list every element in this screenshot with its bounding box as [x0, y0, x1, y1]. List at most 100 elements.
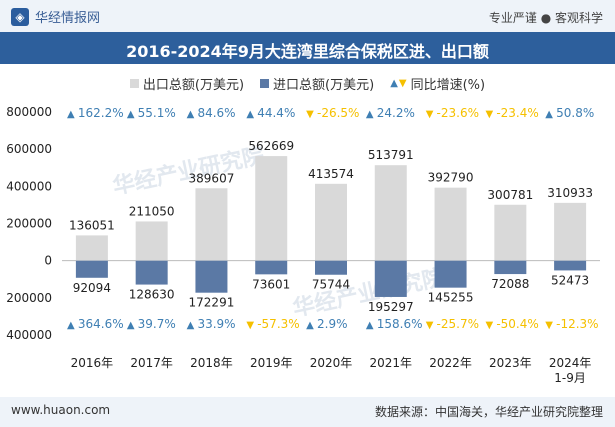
- legend-growth-icon: ▲ ▼: [390, 78, 407, 89]
- import-bar: [255, 260, 288, 275]
- export-value-label: 392790: [428, 171, 474, 185]
- y-tick-label: 400000: [6, 328, 52, 342]
- import-growth-arrow-icon: ▲: [366, 320, 374, 331]
- x-tick-label: 2019年: [250, 356, 293, 370]
- export-bar: [255, 156, 288, 261]
- import-growth-label: -50.4%: [496, 317, 538, 331]
- export-bar: [195, 188, 228, 261]
- export-bar: [554, 202, 587, 261]
- export-bar: [374, 165, 407, 261]
- legend-export: 出口总额(万美元): [129, 74, 245, 93]
- export-growth-label: -23.4%: [496, 106, 538, 120]
- export-growth-arrow-icon: ▲: [67, 109, 75, 120]
- export-growth-label: -23.6%: [437, 106, 479, 120]
- export-growth-label: 24.2%: [377, 106, 415, 120]
- x-tick-label: 1-9月: [554, 371, 586, 385]
- legend-growth: ▲ ▼ 同比增速(%): [390, 74, 485, 93]
- import-bar: [75, 260, 108, 278]
- y-tick-label: 200000: [6, 291, 52, 305]
- export-growth-arrow-icon: ▼: [426, 109, 434, 120]
- top-bar: ◈ 华经情报网 专业严谨 ● 客观科学: [0, 0, 615, 32]
- export-value-label: 413574: [308, 167, 354, 181]
- export-value-label: 136051: [69, 218, 115, 232]
- x-tick-label: 2024年: [549, 356, 592, 370]
- export-bar: [75, 235, 108, 261]
- import-bar: [135, 260, 168, 285]
- import-growth-arrow-icon: ▼: [246, 320, 254, 331]
- export-growth-label: 44.4%: [257, 106, 295, 120]
- export-growth-label: -26.5%: [317, 106, 359, 120]
- import-growth-arrow-icon: ▼: [485, 320, 493, 331]
- title-bar: 2016-2024年9月大连湾里综合保税区进、出口额: [0, 32, 615, 64]
- legend-import: 进口总额(万美元): [260, 74, 374, 93]
- tagline: 专业严谨 ● 客观科学: [488, 11, 603, 25]
- export-growth-label: 50.8%: [556, 106, 594, 120]
- import-value-label: 75744: [312, 278, 350, 292]
- x-tick-label: 2018年: [190, 356, 233, 370]
- legend-import-label: 进口总额(万美元): [273, 78, 375, 93]
- legend-export-label: 出口总额(万美元): [142, 78, 245, 93]
- footer-source: 数据来源：中国海关，华经产业研究院整理: [374, 405, 603, 419]
- export-growth-arrow-icon: ▼: [485, 109, 493, 120]
- y-tick-label: 400000: [6, 179, 52, 193]
- import-growth-label: -57.3%: [257, 317, 299, 331]
- import-growth-arrow-icon: ▲: [127, 320, 135, 331]
- import-growth-label: 364.6%: [78, 317, 124, 331]
- import-growth-label: 39.7%: [138, 317, 176, 331]
- import-bar: [494, 260, 527, 275]
- export-growth-arrow-icon: ▼: [306, 109, 314, 120]
- export-growth-label: 55.1%: [138, 106, 176, 120]
- import-growth-arrow-icon: ▲: [67, 320, 75, 331]
- x-tick-label: 2020年: [310, 356, 353, 370]
- import-value-label: 92094: [73, 281, 111, 295]
- export-bar: [315, 183, 347, 261]
- x-tick-label: 2023年: [489, 356, 532, 370]
- import-growth-label: 2.9%: [317, 317, 348, 331]
- export-growth-arrow-icon: ▲: [366, 109, 374, 120]
- x-tick-label: 2016年: [71, 356, 114, 370]
- import-value-label: 72088: [491, 277, 529, 291]
- legend: 出口总额(万美元) 进口总额(万美元) ▲ ▼ 同比增速(%): [0, 74, 615, 93]
- legend-export-swatch: [129, 79, 139, 88]
- export-bar: [434, 187, 467, 261]
- y-tick-label: 0: [44, 254, 52, 268]
- export-value-label: 310933: [547, 186, 593, 200]
- y-tick-label: 800000: [6, 105, 52, 119]
- y-tick-label: 600000: [6, 142, 52, 156]
- import-bar: [434, 260, 467, 288]
- import-value-label: 128630: [129, 288, 175, 302]
- export-bar: [135, 221, 168, 261]
- export-growth-arrow-icon: ▲: [246, 109, 254, 120]
- import-growth-label: 158.6%: [377, 317, 423, 331]
- import-growth-arrow-icon: ▼: [426, 320, 434, 331]
- brand: ◈ 华经情报网: [11, 7, 100, 26]
- brand-name: 华经情报网: [35, 11, 101, 26]
- export-value-label: 300781: [487, 188, 533, 202]
- x-tick-label: 2021年: [370, 356, 413, 370]
- import-bar: [195, 260, 228, 293]
- export-value-label: 513791: [368, 148, 414, 162]
- export-growth-arrow-icon: ▲: [187, 109, 195, 120]
- import-value-label: 172291: [189, 296, 235, 310]
- import-bar: [374, 260, 407, 297]
- import-bar: [315, 260, 347, 275]
- import-value-label: 145255: [428, 291, 474, 305]
- footer-url: www.huaon.com: [11, 403, 111, 417]
- export-value-label: 211050: [129, 204, 175, 218]
- y-tick-label: 200000: [6, 217, 52, 231]
- export-growth-label: 84.6%: [197, 106, 235, 120]
- import-growth-label: -12.3%: [556, 317, 598, 331]
- export-growth-arrow-icon: ▲: [127, 109, 135, 120]
- export-value-label: 562669: [248, 139, 294, 153]
- import-growth-label: 33.9%: [197, 317, 235, 331]
- import-value-label: 73601: [252, 277, 290, 291]
- import-growth-arrow-icon: ▲: [306, 320, 314, 331]
- export-bar: [494, 204, 527, 261]
- x-tick-label: 2022年: [429, 356, 472, 370]
- legend-import-swatch: [260, 79, 270, 88]
- x-tick-label: 2017年: [130, 356, 173, 370]
- footer: www.huaon.com 数据来源：中国海关，华经产业研究院整理: [0, 397, 615, 427]
- import-value-label: 52473: [551, 273, 589, 287]
- legend-growth-label: 同比增速(%): [410, 78, 486, 93]
